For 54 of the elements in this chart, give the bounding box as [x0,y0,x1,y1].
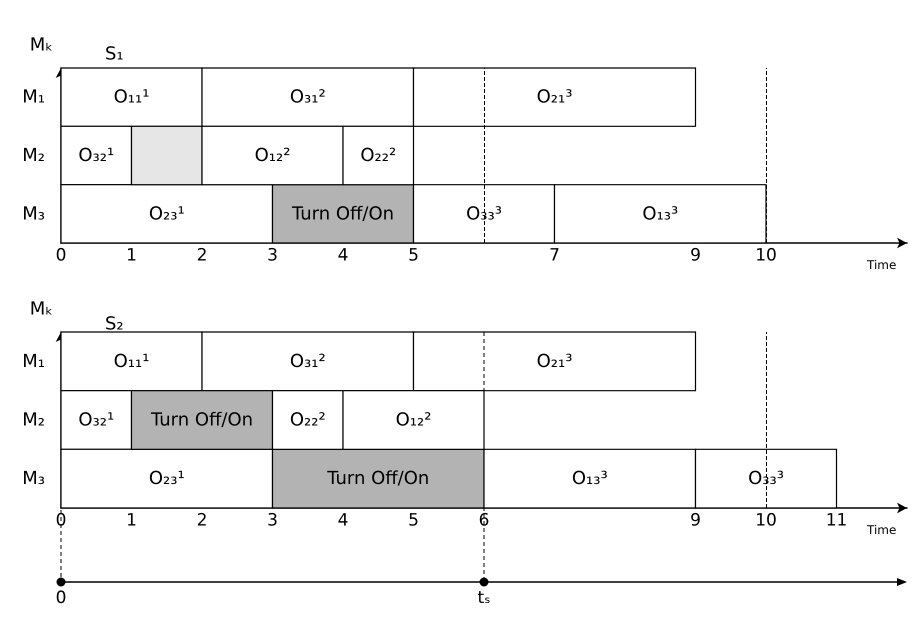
data-label: O₂₂² [360,145,396,166]
x-tick-label: 11 [826,510,848,530]
y-tick-label: M₃ [22,203,45,224]
y-tick-label: M₂ [22,410,45,430]
y-axis-title: Mₖ [30,34,53,56]
x-tick-label: 3 [267,246,278,266]
data-label: O₃₂¹ [78,145,114,166]
x-tick-label: 10 [755,246,777,266]
x-axis-title: Time [866,258,896,272]
x-tick-label: 3 [267,510,278,530]
y-axis-title: Mₖ [30,298,53,320]
y-tick-label: M₂ [22,145,45,166]
x-tick-label: 5 [408,510,419,530]
data-label: O₂₃¹ [148,203,185,224]
x-tick-label: 10 [755,510,777,530]
ref-line-label: 0 [56,588,66,608]
data-label: O₃₃³ [466,203,502,224]
x-tick-label: 1 [126,246,137,266]
y-tick-label: M₁ [22,86,45,108]
data-label: O₂₁³ [536,350,572,372]
data-label: O₃₁² [290,86,326,108]
data-label: O₃₁² [290,350,326,372]
data-label: O₁₃³ [572,468,608,490]
data-label: O₁₂² [254,145,290,166]
data-label: Turn Off/On [326,468,430,490]
x-tick-label: 0 [56,510,66,530]
x-tick-label: 9 [690,510,701,530]
chart-title: S₁ [105,44,124,64]
ref-line-label: tₛ [477,588,491,608]
data-label: O₁₂² [396,410,432,430]
data-label: O₃₂¹ [78,410,114,430]
data-label: Turn Off/On [290,203,394,224]
x-tick-label: 1 [126,510,137,530]
data-label: O₁₃³ [642,203,678,224]
data-label: O₃₃³ [748,468,784,490]
y-tick-label: M₃ [22,468,45,490]
data-label: O₂₂² [290,410,326,430]
data-label: O₁₁¹ [114,350,150,372]
chart-title: S₂ [105,314,124,334]
data-label: O₂₁³ [536,86,572,108]
x-axis-title: Time [866,523,896,537]
x-tick-label: 5 [408,246,419,266]
x-tick-label: 9 [690,246,701,266]
x-tick-label: 0 [56,246,66,266]
y-tick-label: M₁ [22,350,45,372]
x-tick-label: 4 [338,510,348,530]
x-tick-label: 4 [338,246,348,266]
x-tick-label: 2 [196,246,208,266]
x-tick-label: 6 [478,510,490,530]
x-tick-label: 7 [549,246,560,266]
x-tick-label: 2 [196,510,208,530]
data-label: O₁₁¹ [114,86,150,108]
data-label: O₂₃¹ [148,468,185,490]
data-label: Turn Off/On [150,410,254,430]
